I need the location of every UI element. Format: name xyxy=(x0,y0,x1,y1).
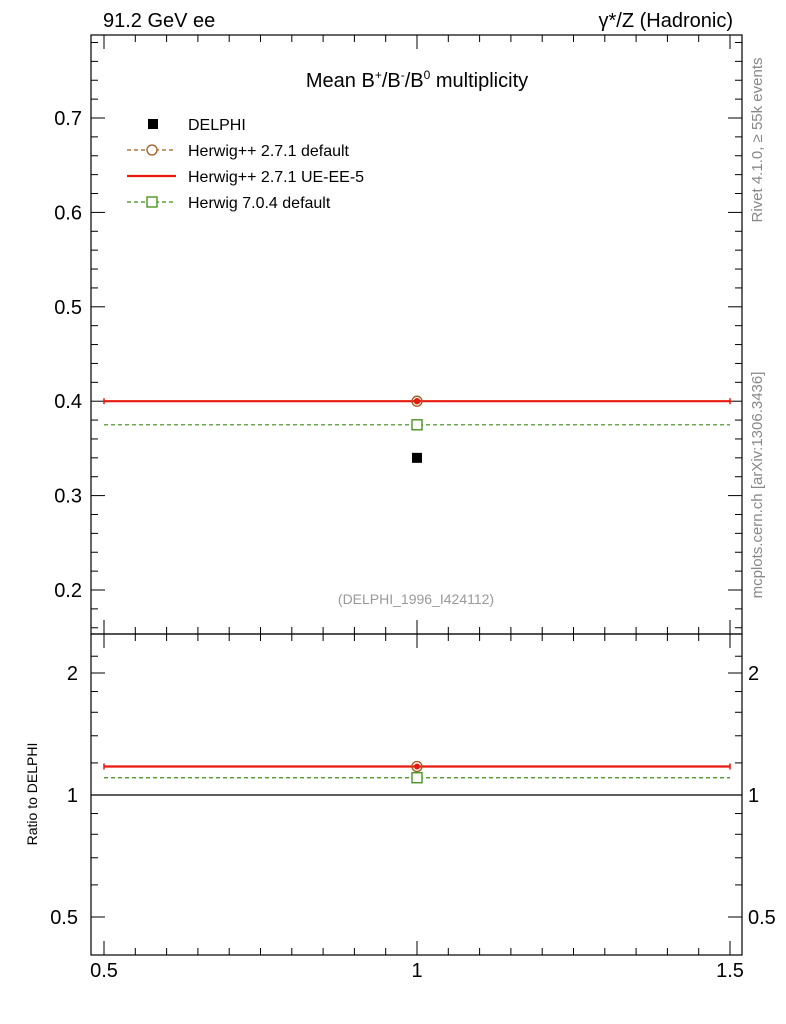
legend-marker-herwig7-default xyxy=(146,196,158,208)
legend-label-herwigpp-ueee5: Herwig++ 2.7.1 UE-EE-5 xyxy=(188,169,364,186)
header-right-label: γ*/Z (Hadronic) xyxy=(599,10,733,32)
rivet-version-label: Rivet 4.1.0, ≥ 55k events xyxy=(749,58,766,223)
legend-marker-herwigpp-default xyxy=(146,144,158,156)
ratio-y-tick-label-right: 0.5 xyxy=(748,907,776,929)
legend-entry-delphi: DELPHI xyxy=(148,117,246,134)
x-axis: 0.5 1 1.5 xyxy=(90,35,744,982)
ratio-herwig7-default-point xyxy=(411,772,423,784)
legend-marker-delphi xyxy=(148,119,158,129)
ratio-y-tick-label-right: 1 xyxy=(748,785,759,807)
x-tick-label: 1.5 xyxy=(716,960,744,982)
legend-entry-herwig7-default: Herwig 7.0.4 default xyxy=(127,195,331,212)
ratio-plot-marks xyxy=(91,760,742,796)
x-tick-label: 1 xyxy=(411,960,422,982)
herwigpp-ueee5-point xyxy=(413,398,421,405)
ratio-herwigpp-ueee5-point xyxy=(414,763,420,770)
herwig7-default-point xyxy=(411,419,423,431)
main-y-tick-label: 0.7 xyxy=(54,108,82,130)
ratio-y-tick-label: 0.5 xyxy=(50,907,78,929)
mcplots-label: mcplots.cern.ch [arXiv:1306.3436] xyxy=(749,372,766,599)
delphi-data-point xyxy=(412,452,422,463)
chart-title: Mean B+/B-/B0 multiplicity xyxy=(306,68,528,92)
ratio-y-tick-label: 1 xyxy=(67,785,78,807)
header-left-label: 91.2 GeV ee xyxy=(103,10,215,32)
ratio-y-tick-label-right: 2 xyxy=(748,663,759,685)
main-y-tick-label: 0.3 xyxy=(54,486,82,508)
analysis-id-label: (DELPHI_1996_I424112) xyxy=(338,591,494,607)
legend-entry-herwigpp-ueee5: Herwig++ 2.7.1 UE-EE-5 xyxy=(127,169,364,186)
main-y-tick-label: 0.5 xyxy=(54,297,82,319)
legend-label-herwigpp-default: Herwig++ 2.7.1 default xyxy=(188,143,350,160)
legend: DELPHI Herwig++ 2.7.1 default Herwig++ 2… xyxy=(127,117,364,212)
main-y-tick-label: 0.4 xyxy=(54,391,82,413)
main-y-tick-label: 0.6 xyxy=(54,202,82,224)
legend-entry-herwigpp-default: Herwig++ 2.7.1 default xyxy=(127,143,350,160)
herwigpp-default-point xyxy=(411,395,423,407)
ratio-herwigpp-default-point xyxy=(411,760,423,773)
legend-label-delphi: DELPHI xyxy=(188,117,246,134)
legend-label-herwig7-default: Herwig 7.0.4 default xyxy=(188,195,331,212)
ratio-y-tick-label: 2 xyxy=(67,663,78,685)
main-y-axis: 0.2 0.3 0.4 0.5 0.6 0.7 xyxy=(54,41,742,629)
main-y-tick-label: 0.2 xyxy=(54,580,82,602)
ratio-y-axis: 0.5 0.5 1 1 2 2 xyxy=(50,655,776,929)
main-plot-marks xyxy=(103,395,731,463)
x-tick-label: 0.5 xyxy=(90,960,118,982)
ratio-y-axis-label: Ratio to DELPHI xyxy=(24,743,40,846)
